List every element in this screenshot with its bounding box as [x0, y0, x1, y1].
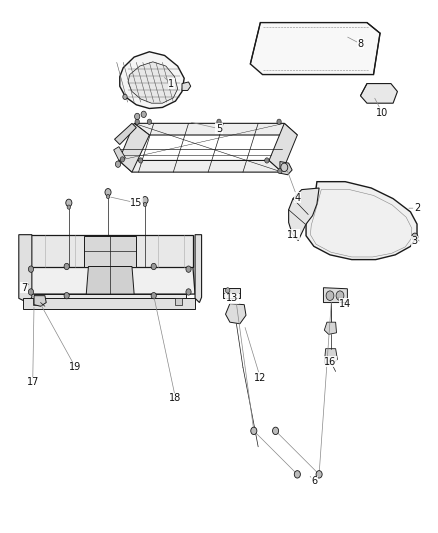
Polygon shape — [360, 84, 397, 103]
Text: 15: 15 — [130, 198, 142, 208]
Text: 5: 5 — [216, 124, 222, 134]
Circle shape — [272, 427, 279, 434]
Polygon shape — [23, 235, 193, 266]
Circle shape — [116, 161, 120, 167]
Polygon shape — [19, 235, 32, 303]
Text: 14: 14 — [339, 298, 351, 309]
Circle shape — [251, 427, 257, 434]
Circle shape — [142, 197, 148, 204]
Circle shape — [28, 289, 34, 295]
Polygon shape — [195, 235, 201, 303]
Circle shape — [151, 263, 156, 270]
Polygon shape — [115, 123, 136, 144]
Polygon shape — [34, 294, 186, 305]
Circle shape — [105, 189, 111, 196]
Circle shape — [28, 266, 34, 272]
Circle shape — [64, 263, 69, 270]
Polygon shape — [182, 82, 191, 91]
Circle shape — [67, 205, 71, 209]
Text: 17: 17 — [27, 377, 39, 387]
Polygon shape — [176, 298, 183, 305]
Circle shape — [134, 114, 140, 119]
Polygon shape — [119, 123, 149, 172]
Circle shape — [186, 289, 191, 295]
Circle shape — [141, 111, 146, 117]
Polygon shape — [269, 123, 297, 172]
Circle shape — [277, 119, 281, 124]
Circle shape — [186, 266, 191, 272]
Circle shape — [265, 158, 269, 163]
Polygon shape — [119, 160, 282, 172]
Polygon shape — [251, 22, 380, 75]
Polygon shape — [324, 349, 337, 365]
Polygon shape — [34, 296, 46, 306]
Circle shape — [138, 158, 143, 163]
Text: 2: 2 — [414, 203, 420, 213]
Text: 16: 16 — [324, 357, 336, 367]
Text: 6: 6 — [312, 477, 318, 486]
Circle shape — [135, 119, 139, 124]
Polygon shape — [84, 236, 136, 266]
Polygon shape — [23, 266, 195, 294]
Text: 7: 7 — [21, 282, 27, 293]
Text: 10: 10 — [376, 108, 389, 118]
Text: 3: 3 — [412, 236, 418, 246]
Circle shape — [294, 471, 300, 478]
Circle shape — [326, 291, 334, 301]
Text: 12: 12 — [254, 373, 267, 383]
Text: 19: 19 — [69, 362, 81, 372]
Text: 18: 18 — [170, 393, 182, 403]
Circle shape — [217, 119, 221, 124]
Polygon shape — [323, 288, 347, 303]
Circle shape — [278, 168, 282, 174]
Circle shape — [147, 119, 152, 124]
Circle shape — [151, 293, 156, 299]
Polygon shape — [223, 288, 240, 298]
Polygon shape — [120, 52, 184, 109]
Circle shape — [226, 288, 230, 293]
Polygon shape — [306, 182, 417, 260]
Circle shape — [316, 471, 322, 478]
Polygon shape — [33, 298, 40, 305]
Circle shape — [120, 157, 124, 162]
Circle shape — [336, 291, 344, 301]
Polygon shape — [134, 123, 297, 135]
Polygon shape — [289, 188, 319, 240]
Polygon shape — [86, 266, 134, 294]
Circle shape — [281, 163, 288, 172]
Polygon shape — [280, 161, 292, 175]
Polygon shape — [324, 322, 336, 334]
Circle shape — [412, 233, 418, 240]
Text: 13: 13 — [226, 293, 238, 303]
Polygon shape — [114, 147, 125, 160]
Polygon shape — [128, 62, 178, 103]
Circle shape — [106, 195, 110, 199]
Text: 11: 11 — [287, 230, 299, 240]
Circle shape — [64, 293, 69, 299]
Circle shape — [143, 203, 147, 207]
Polygon shape — [226, 304, 246, 324]
Text: 8: 8 — [357, 39, 364, 49]
Text: 4: 4 — [294, 192, 300, 203]
Polygon shape — [23, 298, 195, 309]
Circle shape — [123, 94, 127, 100]
Circle shape — [66, 199, 72, 207]
Text: 1: 1 — [168, 78, 174, 88]
